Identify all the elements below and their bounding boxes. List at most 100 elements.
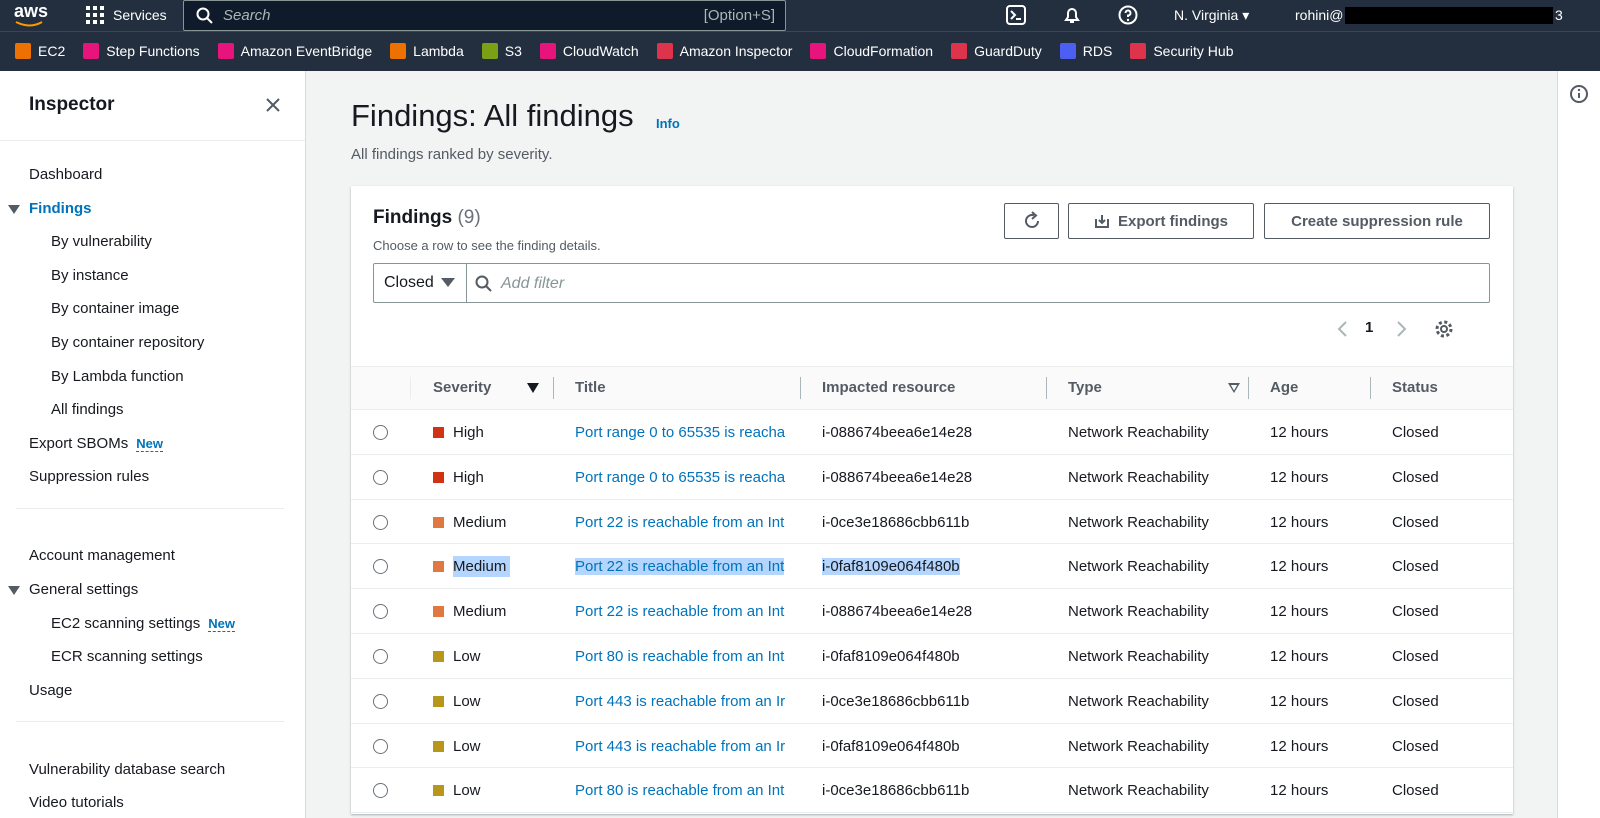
cell-text: Network Reachability: [1068, 558, 1209, 576]
table-row[interactable]: Medium Port 22 is reachable from an Int i-…: [351, 544, 1513, 590]
table-row[interactable]: Low Port 443 is reachable from an Ir i-0fa…: [351, 724, 1513, 769]
cell-text: Network Reachability: [1068, 692, 1209, 710]
finding-link[interactable]: Port 22 is reachable from an Int: [575, 513, 785, 531]
cell-text: i-0ce3e18686cbb611b: [822, 782, 970, 800]
account-menu[interactable]: rohini@: [1295, 7, 1343, 23]
nav-subitem[interactable]: By vulnerability: [51, 233, 152, 250]
table-row[interactable]: Low Port 80 is reachable from an Int i-0ce…: [351, 768, 1513, 814]
row-radio[interactable]: [373, 514, 388, 530]
column-header[interactable]: Impacted resource: [822, 379, 956, 396]
finding-link[interactable]: Port range 0 to 65535 is reacha: [575, 424, 786, 441]
info-link[interactable]: Info: [656, 116, 680, 131]
finding-link[interactable]: Port range 0 to 65535 is reacha: [575, 468, 786, 486]
favorite[interactable]: Lambda: [390, 43, 464, 59]
dropdown-arrow: [441, 278, 455, 287]
nav-item[interactable]: Video tutorials: [29, 794, 124, 811]
favorite[interactable]: Amazon EventBridge: [217, 43, 372, 59]
refresh-button[interactable]: [1004, 203, 1059, 239]
region-selector[interactable]: N. Virginia ▾: [1174, 7, 1250, 23]
favorite[interactable]: EC2: [15, 43, 65, 59]
prev-page[interactable]: [1336, 320, 1348, 338]
finding-link[interactable]: Port 80 is reachable from an Int: [575, 782, 785, 800]
nav-subitem[interactable]: By container image: [51, 300, 179, 317]
table-row[interactable]: High Port range 0 to 65535 is reacha i-088…: [351, 455, 1513, 500]
notifications-icon[interactable]: [1062, 5, 1082, 25]
nav-subitem[interactable]: By container repository: [51, 334, 204, 351]
filter-input[interactable]: Add filter: [466, 263, 1490, 303]
next-page[interactable]: [1396, 320, 1408, 338]
favorite[interactable]: S3: [481, 43, 522, 59]
finding-link[interactable]: Port 22 is reachable from an Int: [575, 558, 785, 576]
services-button[interactable]: Services: [113, 7, 167, 23]
finding-link[interactable]: Port 80 is reachable from an Int: [575, 648, 785, 665]
table-cell: Port 22 is reachable from an Int: [575, 589, 795, 634]
favorite[interactable]: Amazon Inspector: [656, 43, 792, 59]
row-radio[interactable]: [373, 604, 388, 620]
column-header[interactable]: Status: [1392, 379, 1438, 396]
export-button[interactable]: Export findings: [1068, 203, 1254, 239]
table-cell: Network Reachability: [1068, 724, 1238, 769]
nav-item[interactable]: Usage: [29, 682, 72, 699]
table-cell: Low: [453, 679, 563, 724]
favorite[interactable]: CloudWatch: [539, 43, 639, 59]
nav-subitem[interactable]: ECR scanning settings: [51, 648, 203, 665]
table-cell: Medium: [453, 500, 563, 545]
panel-title-text: Findings: [373, 207, 453, 228]
search-icon: [196, 7, 213, 24]
column-header[interactable]: Severity: [433, 379, 492, 396]
nav-item[interactable]: Dashboard: [29, 166, 102, 183]
page-number[interactable]: 1: [1365, 319, 1374, 336]
table-row[interactable]: Medium Port 22 is reachable from an Int i-…: [351, 589, 1513, 634]
expand-arrow[interactable]: [8, 586, 20, 596]
finding-link[interactable]: Port 22 is reachable from an Int: [575, 603, 785, 621]
table-row[interactable]: Low Port 443 is reachable from an Ir i-0ce…: [351, 679, 1513, 724]
row-radio[interactable]: [373, 649, 388, 664]
nav-item[interactable]: Vulnerability database search: [29, 761, 225, 778]
new-badge: New: [208, 615, 235, 632]
settings-icon[interactable]: [1434, 319, 1454, 339]
help-icon[interactable]: [1118, 5, 1138, 25]
row-radio[interactable]: [373, 783, 388, 799]
aws-logo[interactable]: aws: [14, 1, 49, 21]
row-radio[interactable]: [373, 425, 388, 440]
info-icon[interactable]: [1569, 84, 1589, 104]
favorite[interactable]: RDS: [1059, 43, 1112, 59]
search-box[interactable]: Search [Option+S]: [183, 0, 786, 31]
row-radio[interactable]: [373, 693, 388, 709]
row-radio[interactable]: [373, 738, 388, 754]
service-icon: [1059, 43, 1076, 59]
cloudshell-icon[interactable]: [1006, 5, 1026, 25]
table-row[interactable]: Medium Port 22 is reachable from an Int i-…: [351, 500, 1513, 545]
cell-text: Closed: [1392, 648, 1439, 665]
cell-text: i-0faf8109e064f480b: [822, 648, 960, 665]
cell-text: 12 hours: [1270, 648, 1329, 665]
nav-item[interactable]: Account management: [29, 547, 175, 564]
row-radio[interactable]: [373, 559, 388, 575]
nav-subitem[interactable]: All findings: [51, 401, 124, 418]
column-header[interactable]: Age: [1270, 379, 1299, 396]
expand-arrow[interactable]: [8, 204, 20, 215]
nav-subitem[interactable]: EC2 scanning settings New: [51, 615, 235, 632]
column-header[interactable]: Title: [575, 379, 606, 396]
close-icon[interactable]: [265, 97, 281, 113]
nav-item[interactable]: Suppression rules: [29, 468, 149, 485]
row-radio[interactable]: [373, 469, 388, 485]
table-row[interactable]: High Port range 0 to 65535 is reacha i-088…: [351, 410, 1513, 455]
nav-item[interactable]: Export SBOMs New: [29, 435, 163, 452]
finding-link[interactable]: Port 443 is reachable from an Ir: [575, 692, 786, 710]
nav-item[interactable]: General settings: [29, 581, 138, 598]
favorite[interactable]: Step Functions: [83, 43, 200, 59]
finding-link[interactable]: Port 443 is reachable from an Ir: [575, 737, 786, 755]
nav-subitem[interactable]: By instance: [51, 267, 129, 284]
table-row[interactable]: Low Port 80 is reachable from an Int i-0fa…: [351, 634, 1513, 679]
table-cell: 12 hours: [1270, 544, 1380, 589]
table-cell: Closed: [1392, 500, 1502, 545]
favorite[interactable]: GuardDuty: [951, 43, 1042, 59]
nav-subitem[interactable]: By Lambda function: [51, 368, 184, 385]
favorite[interactable]: Security Hub: [1130, 43, 1234, 59]
status-dropdown[interactable]: Closed: [373, 263, 467, 303]
nav-item[interactable]: Findings: [29, 200, 92, 217]
favorite[interactable]: CloudFormation: [810, 43, 933, 59]
column-header[interactable]: Type: [1068, 379, 1102, 396]
suppress-button[interactable]: Create suppression rule: [1264, 203, 1490, 239]
